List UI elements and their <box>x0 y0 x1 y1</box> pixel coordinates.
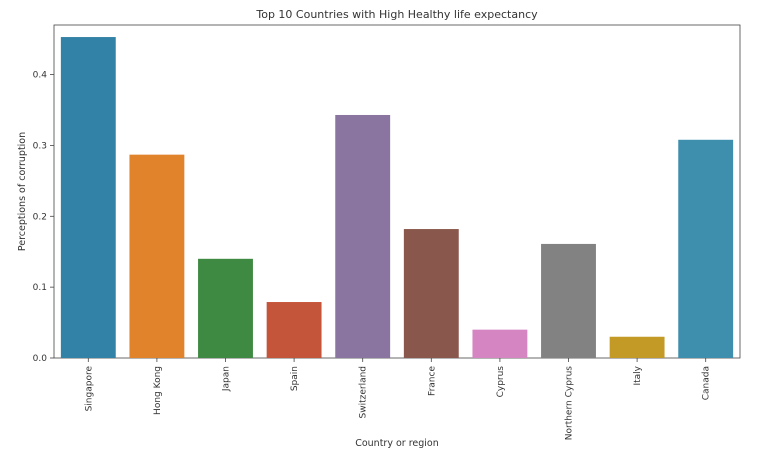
x-tick-label: France <box>427 366 437 396</box>
x-tick-label: Canada <box>702 366 712 400</box>
x-tick-label: Hong Kong <box>153 366 163 415</box>
bar-northern-cyprus <box>541 243 596 358</box>
plot-area <box>53 24 741 359</box>
y-tick-label: 0.3 <box>33 141 47 151</box>
bar-spain <box>266 302 322 358</box>
y-axis: 0.0 0.1 0.2 0.3 0.4 <box>33 71 54 364</box>
y-tick-label: 0.2 <box>33 212 47 222</box>
x-tick-label: Northern Cyprus <box>565 366 575 441</box>
y-tick-label: 0.4 <box>33 71 48 81</box>
y-axis-label: Perceptions of corruption <box>17 132 28 251</box>
y-tick-label: 0.1 <box>33 283 47 293</box>
x-tick-label: Spain <box>290 366 300 391</box>
x-tick-label: Singapore <box>84 366 94 412</box>
bar-switzerland <box>335 114 391 358</box>
x-tick-label: Switzerland <box>359 366 369 419</box>
bar-france <box>403 229 459 358</box>
x-tick-label: Japan <box>222 366 232 392</box>
bar-japan <box>198 258 253 358</box>
x-tick-label: Cyprus <box>496 366 506 398</box>
bar-cyprus <box>472 329 528 358</box>
bar-canada <box>678 139 734 358</box>
x-axis-label: Country or region <box>355 438 439 449</box>
chart-title: Top 10 Countries with High Healthy life … <box>255 8 538 21</box>
bar-italy <box>609 336 665 358</box>
bar-singapore <box>60 37 116 359</box>
bar-hong-kong <box>129 154 185 358</box>
x-tick-label: Italy <box>633 365 643 385</box>
bars <box>60 37 734 359</box>
x-axis: Singapore Hong Kong Japan Spain Switzerland F… <box>84 358 712 441</box>
y-tick-label: 0.0 <box>33 354 48 364</box>
